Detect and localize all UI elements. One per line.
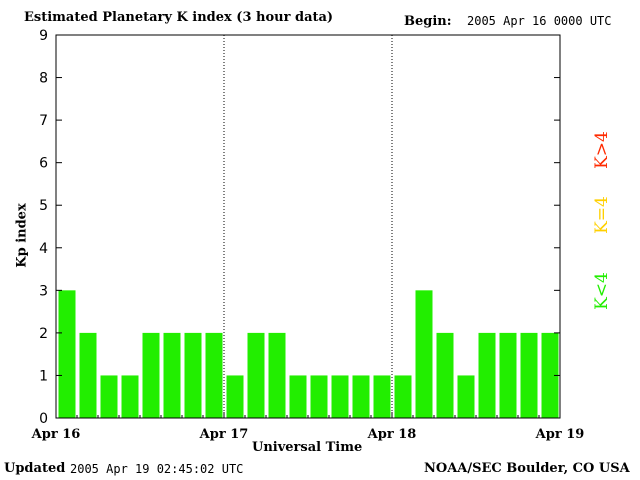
kp-bar — [541, 332, 559, 418]
kp-bar — [100, 375, 118, 418]
kp-bar — [163, 332, 181, 418]
kp-bar — [310, 375, 328, 418]
kp-bar — [184, 332, 202, 418]
kp-bar — [352, 375, 370, 418]
kp-bar — [520, 332, 538, 418]
legend-k-below-4: K<4 — [592, 272, 612, 310]
kp-bar — [331, 375, 349, 418]
kp-bar — [415, 290, 433, 418]
y-tick-label: 1 — [39, 368, 48, 384]
kp-bar — [478, 332, 496, 418]
x-tick-label: Apr 17 — [199, 427, 249, 442]
kp-bar — [226, 375, 244, 418]
y-tick-label: 4 — [39, 241, 48, 257]
y-tick-label: 6 — [39, 156, 48, 172]
kp-bar — [499, 332, 517, 418]
legend-k-equals-4: K=4 — [592, 196, 612, 234]
kp-bar — [436, 332, 454, 418]
chart-title: Estimated Planetary K index (3 hour data… — [24, 10, 334, 25]
kp-bar — [79, 332, 97, 418]
x-tick-label: Apr 18 — [367, 427, 417, 442]
updated-value: 2005 Apr 19 02:45:02 UTC — [70, 462, 244, 476]
source-credit: NOAA/SEC Boulder, CO USA — [424, 461, 630, 476]
kp-bar — [394, 375, 412, 418]
begin-label: Begin: — [404, 14, 452, 29]
y-tick-label: 8 — [39, 71, 48, 87]
kp-bar — [373, 375, 391, 418]
kp-bar — [247, 332, 265, 418]
y-axis-label: Kp index — [14, 203, 30, 268]
updated-label: Updated — [4, 461, 66, 476]
y-tick-label: 2 — [39, 326, 48, 342]
kp-bar — [58, 290, 76, 418]
kp-bar — [205, 332, 223, 418]
y-tick-label: 3 — [39, 283, 48, 299]
y-tick-label: 9 — [39, 28, 48, 44]
kp-bar — [268, 332, 286, 418]
y-tick-label: 0 — [39, 411, 48, 427]
kp-bar — [142, 332, 160, 418]
kp-bar — [289, 375, 307, 418]
y-tick-label: 5 — [39, 198, 48, 214]
x-tick-label: Apr 16 — [31, 427, 81, 442]
y-tick-label: 7 — [39, 113, 48, 129]
x-tick-label: Apr 19 — [535, 427, 585, 442]
x-axis-label: Universal Time — [252, 440, 363, 455]
kp-bar — [121, 375, 139, 418]
begin-value: 2005 Apr 16 0000 UTC — [467, 14, 612, 28]
kp-bar — [457, 375, 475, 418]
